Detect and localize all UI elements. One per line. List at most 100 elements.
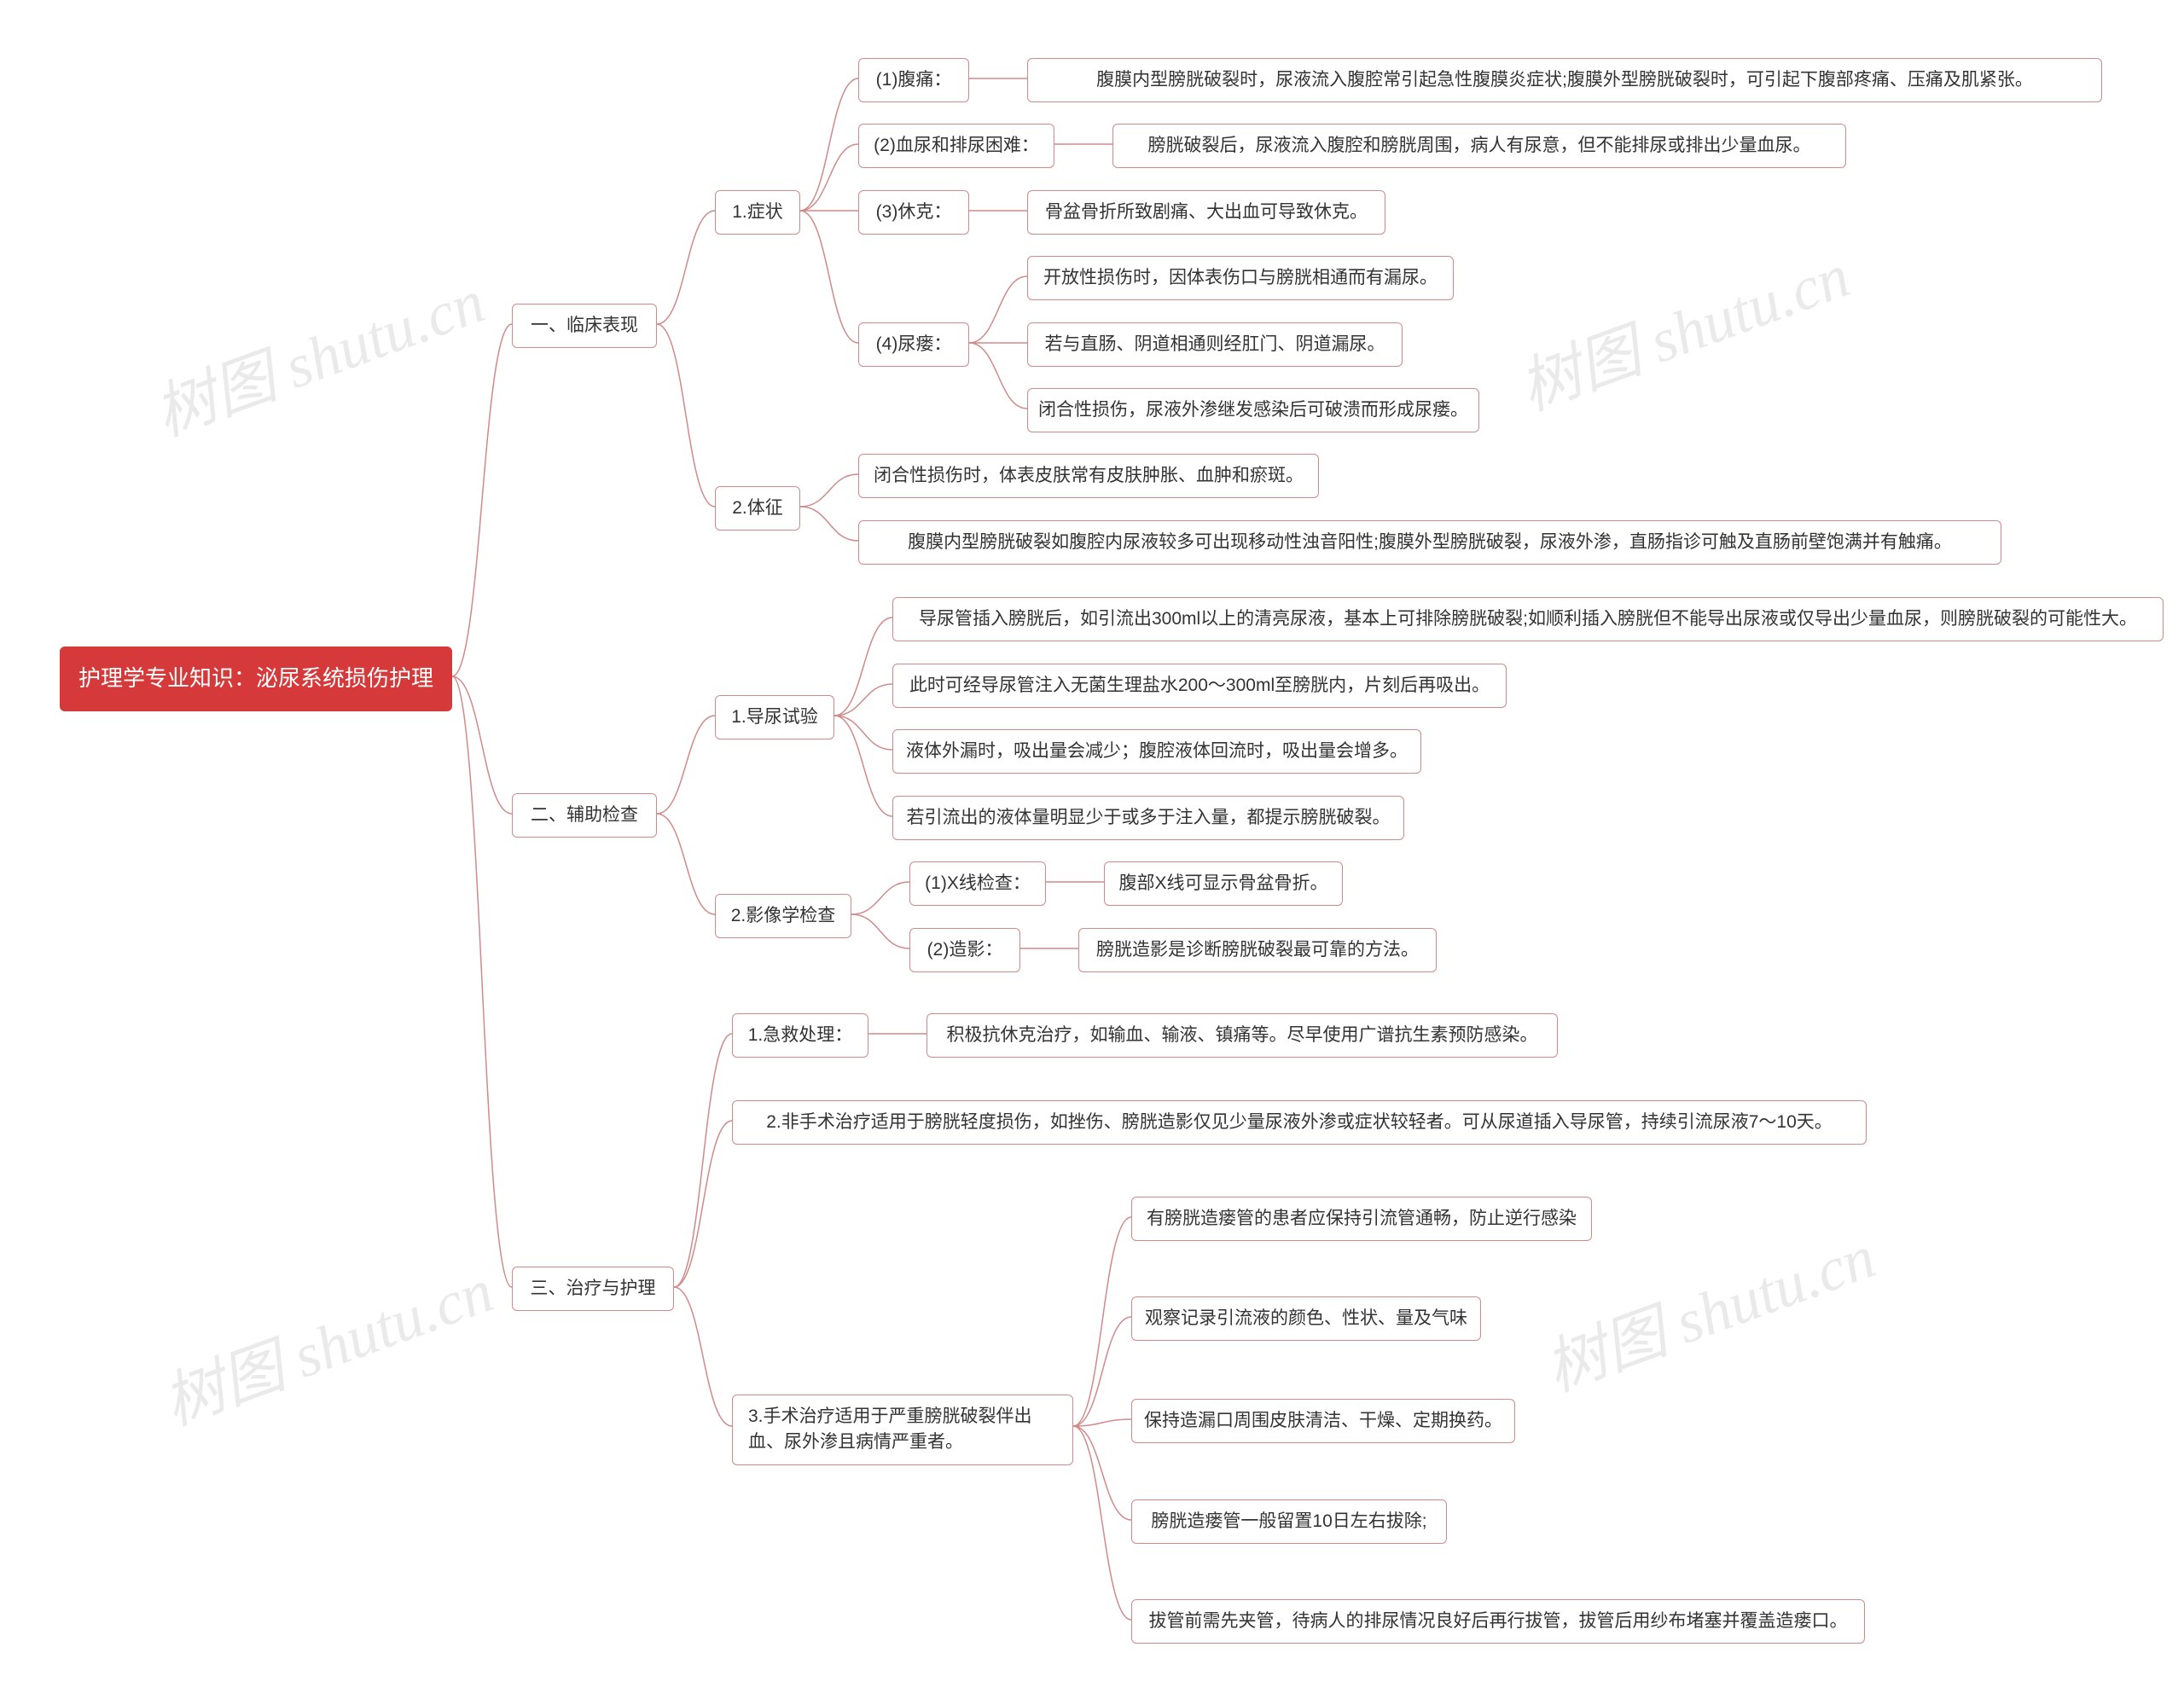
mindmap-node: 1.急救处理： (732, 1013, 868, 1058)
node-label: 闭合性损伤，尿液外渗继发感染后可破溃而形成尿瘘。 (1038, 397, 1468, 423)
connector (1073, 1426, 1131, 1620)
connector (834, 716, 892, 750)
watermark: 树图 shutu.cn (140, 251, 495, 453)
connector (657, 814, 715, 914)
node-label: 腹膜内型膀胱破裂时，尿液流入腹腔常引起急性腹膜炎症状;腹膜外型膀胱破裂时，可引起… (1096, 67, 2033, 93)
mindmap-node: 腹膜内型膀胱破裂如腹腔内尿液较多可出现移动性浊音阳性;腹膜外型膀胱破裂，尿液外渗… (858, 520, 2001, 565)
mindmap-node: 骨盆骨折所致剧痛、大出血可导致休克。 (1027, 190, 1385, 235)
node-label: 2.体征 (732, 496, 783, 521)
node-label: 骨盆骨折所致剧痛、大出血可导致休克。 (1045, 200, 1368, 225)
node-label: 一、临床表现 (531, 313, 638, 339)
mindmap-node: 闭合性损伤时，体表皮肤常有皮肤肿胀、血肿和瘀斑。 (858, 454, 1319, 498)
mindmap-node: 若引流出的液体量明显少于或多于注入量，都提示膀胱破裂。 (892, 796, 1404, 840)
mindmap-node: 2.非手术治疗适用于膀胱轻度损伤，如挫伤、膀胱造影仅见少量尿液外渗或症状较轻者。… (732, 1100, 1867, 1145)
mindmap-node: 有膀胱造瘘管的患者应保持引流管通畅，防止逆行感染 (1131, 1197, 1592, 1241)
node-label: (4)尿瘘： (876, 332, 952, 357)
node-label: 膀胱破裂后，尿液流入腹腔和膀胱周围，病人有尿意，但不能排尿或排出少量血尿。 (1148, 133, 1811, 159)
node-label: 观察记录引流液的颜色、性状、量及气味 (1145, 1306, 1467, 1331)
node-label: (1)腹痛： (876, 67, 952, 93)
connector (674, 1287, 732, 1426)
mindmap-node: 膀胱造瘘管一般留置10日左右拔除; (1131, 1499, 1447, 1544)
node-label: 1.导尿试验 (731, 705, 818, 730)
connector (657, 324, 715, 507)
connector (1073, 1426, 1131, 1520)
node-label: (2)血尿和排尿困难： (874, 133, 1039, 159)
mindmap-node: (3)休克： (858, 190, 969, 235)
node-label: 三、治疗与护理 (531, 1276, 656, 1302)
node-label: 2.影像学检查 (731, 903, 836, 929)
node-label: 开放性损伤时，因体表伤口与膀胱相通而有漏尿。 (1043, 265, 1438, 291)
node-label: 导尿管插入膀胱后，如引流出300ml以上的清亮尿液，基本上可排除膀胱破裂;如顺利… (919, 606, 2137, 632)
node-label: (2)造影： (927, 937, 1003, 963)
mindmap-node: 积极抗休克治疗，如输血、输液、镇痛等。尽早使用广谱抗生素预防感染。 (926, 1013, 1558, 1058)
connector (674, 1121, 732, 1287)
connector (800, 211, 858, 343)
connector (834, 716, 892, 816)
mindmap-node: 腹膜内型膀胱破裂时，尿液流入腹腔常引起急性腹膜炎症状;腹膜外型膀胱破裂时，可引起… (1027, 58, 2102, 102)
connector (969, 276, 1027, 343)
mindmap-node: 3.手术治疗适用于严重膀胱破裂伴出血、尿外渗且病情严重者。 (732, 1395, 1073, 1465)
mindmap-node: 导尿管插入膀胱后，如引流出300ml以上的清亮尿液，基本上可排除膀胱破裂;如顺利… (892, 597, 2164, 641)
node-label: 1.症状 (732, 200, 783, 225)
mindmap-node: 闭合性损伤，尿液外渗继发感染后可破溃而形成尿瘘。 (1027, 388, 1479, 432)
mindmap-node: 膀胱破裂后，尿液流入腹腔和膀胱周围，病人有尿意，但不能排尿或排出少量血尿。 (1112, 124, 1846, 168)
node-label: 闭合性损伤时，体表皮肤常有皮肤肿胀、血肿和瘀斑。 (874, 463, 1304, 489)
mindmap-node: 拔管前需先夹管，待病人的排尿情况良好后再行拔管，拔管后用纱布堵塞并覆盖造瘘口。 (1131, 1599, 1865, 1644)
connector (834, 684, 892, 716)
node-label: 有膀胱造瘘管的患者应保持引流管通畅，防止逆行感染 (1147, 1206, 1577, 1232)
connector (1073, 1217, 1131, 1426)
watermark: 树图 shutu.cn (1505, 225, 1860, 427)
mindmap-node: 此时可经导尿管注入无菌生理盐水200～300ml至膀胱内，片刻后再吸出。 (892, 664, 1507, 708)
mindmap-node: (1)腹痛： (858, 58, 969, 102)
connector (657, 211, 715, 324)
watermark: 树图 shutu.cn (148, 1240, 503, 1442)
connector (969, 343, 1027, 409)
node-label: 若引流出的液体量明显少于或多于注入量，都提示膀胱破裂。 (907, 805, 1391, 831)
mindmap-node: (2)血尿和排尿困难： (858, 124, 1054, 168)
node-label: 腹膜内型膀胱破裂如腹腔内尿液较多可出现移动性浊音阳性;腹膜外型膀胱破裂，尿液外渗… (908, 530, 1952, 555)
connector (452, 676, 512, 1287)
mindmap-node: 三、治疗与护理 (512, 1267, 674, 1311)
mindmap-node: 观察记录引流液的颜色、性状、量及气味 (1131, 1296, 1481, 1341)
connector (851, 914, 909, 948)
node-label: 液体外漏时，吸出量会减少；腹腔液体回流时，吸出量会增多。 (906, 739, 1408, 764)
mindmap-node: (1)X线检查： (909, 861, 1046, 906)
connector (800, 78, 858, 211)
connector (452, 676, 512, 814)
node-label: 保持造漏口周围皮肤清洁、干燥、定期换药。 (1144, 1408, 1502, 1434)
mindmap-node: 腹部X线可显示骨盆骨折。 (1104, 861, 1343, 906)
connector (800, 507, 858, 541)
node-label: 拔管前需先夹管，待病人的排尿情况良好后再行拔管，拔管后用纱布堵塞并覆盖造瘘口。 (1149, 1609, 1848, 1634)
node-label: 此时可经导尿管注入无菌生理盐水200～300ml至膀胱内，片刻后再吸出。 (909, 673, 1490, 699)
node-label: 腹部X线可显示骨盆骨折。 (1119, 871, 1328, 896)
node-label: 3.手术治疗适用于严重膀胱破裂伴出血、尿外渗且病情严重者。 (748, 1404, 1057, 1456)
connector (1073, 1419, 1131, 1426)
mindmap-node: 一、临床表现 (512, 304, 657, 348)
connector (834, 618, 892, 716)
connector (800, 144, 858, 211)
connector (1073, 1317, 1131, 1426)
connector (452, 324, 512, 676)
node-label: 膀胱造影是诊断膀胱破裂最可靠的方法。 (1096, 937, 1419, 963)
mindmap-node: 2.影像学检查 (715, 894, 851, 938)
node-label: (1)X线检查： (925, 871, 1031, 896)
connector (800, 474, 858, 507)
mindmap-node: 二、辅助检查 (512, 793, 657, 838)
mindmap-node: 1.症状 (715, 190, 800, 235)
mindmap-node: 2.体征 (715, 486, 800, 531)
mindmap-node: 开放性损伤时，因体表伤口与膀胱相通而有漏尿。 (1027, 256, 1454, 300)
mindmap-node: (2)造影： (909, 928, 1020, 972)
mindmap-node: 保持造漏口周围皮肤清洁、干燥、定期换药。 (1131, 1399, 1515, 1443)
node-label: 1.急救处理： (748, 1023, 853, 1048)
node-label: 膀胱造瘘管一般留置10日左右拔除; (1151, 1509, 1426, 1534)
mindmap-node: (4)尿瘘： (858, 322, 969, 367)
node-label: (3)休克： (876, 200, 952, 225)
mindmap-node: 膀胱造影是诊断膀胱破裂最可靠的方法。 (1078, 928, 1437, 972)
node-label: 护理学专业知识：泌尿系统损伤护理 (78, 663, 433, 695)
mindmap-node: 液体外漏时，吸出量会减少；腹腔液体回流时，吸出量会增多。 (892, 729, 1421, 774)
node-label: 积极抗休克治疗，如输血、输液、镇痛等。尽早使用广谱抗生素预防感染。 (947, 1023, 1538, 1048)
root-node: 护理学专业知识：泌尿系统损伤护理 (60, 647, 452, 711)
node-label: 若与直肠、阴道相通则经肛门、阴道漏尿。 (1045, 332, 1385, 357)
mindmap-node: 若与直肠、阴道相通则经肛门、阴道漏尿。 (1027, 322, 1403, 367)
connector (674, 1034, 732, 1287)
